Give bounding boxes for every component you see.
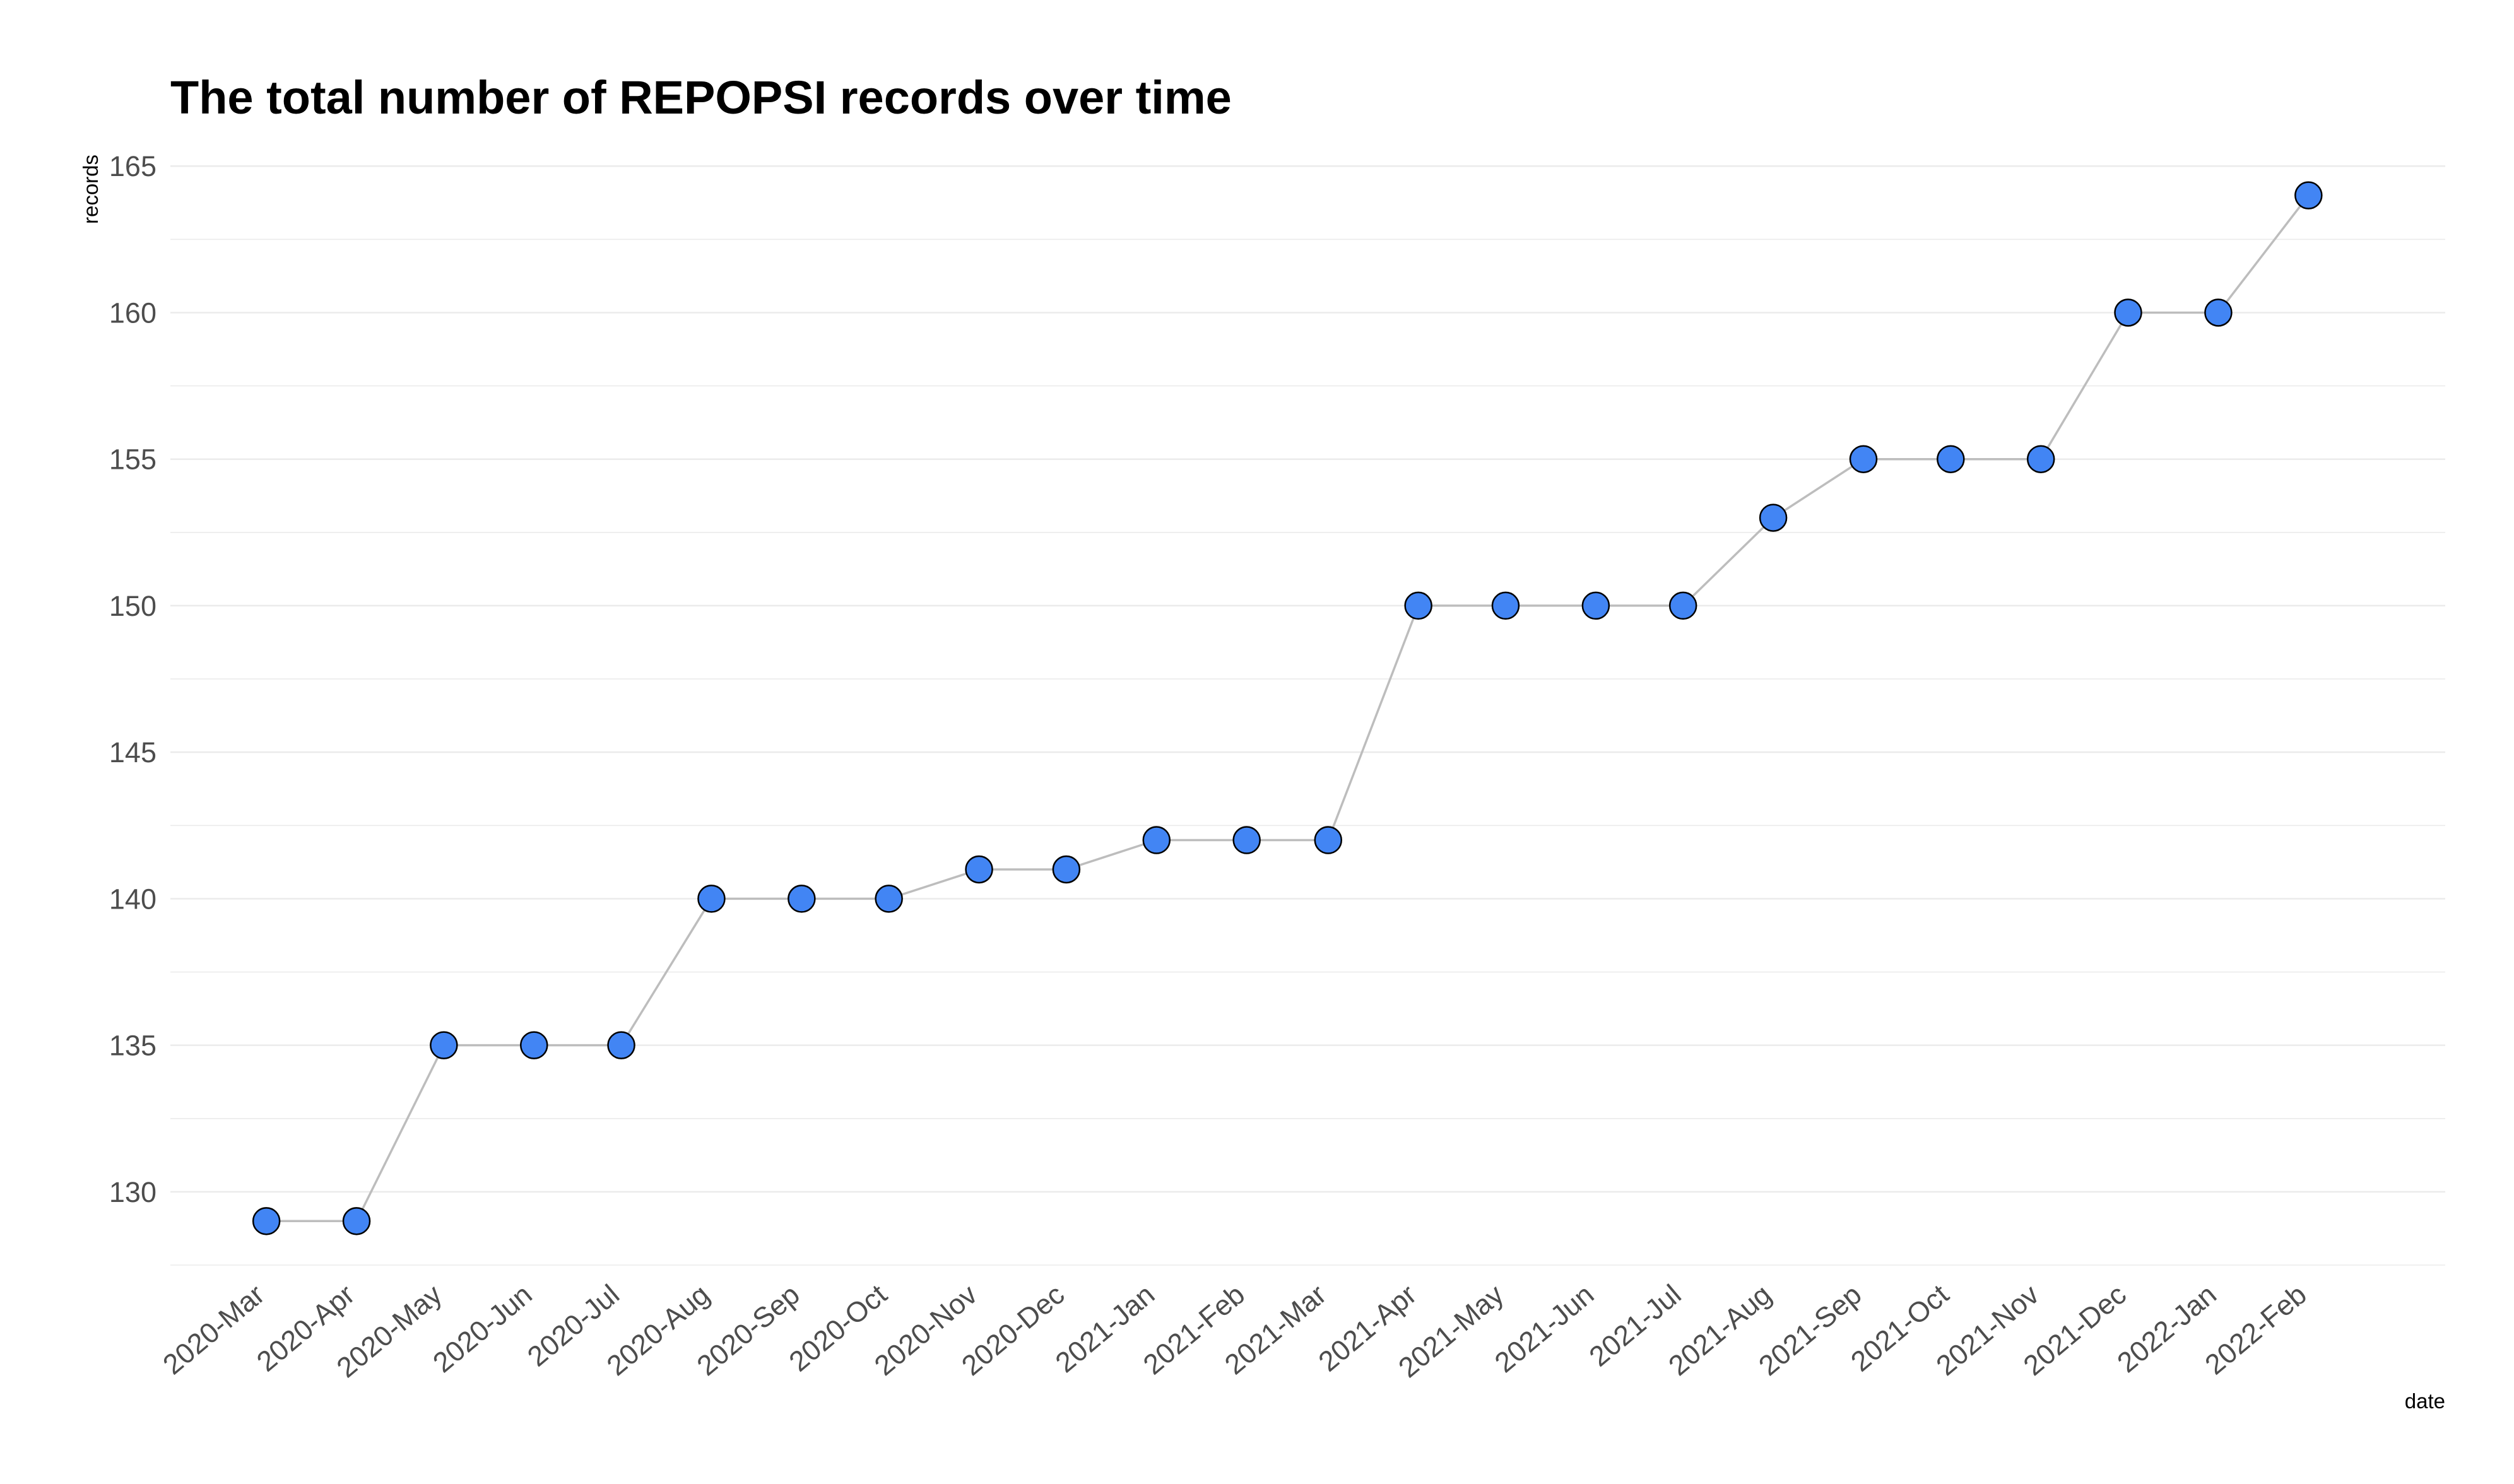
y-tick-label: 130 [109,1176,156,1208]
x-tick-label: 2022-Feb [2198,1278,2312,1381]
y-tick-label: 160 [109,297,156,329]
data-point [1937,445,1965,473]
x-tick-label: 2020-Jun [427,1278,538,1379]
x-tick-label: 2020-Sep [690,1278,805,1382]
x-tick-label: 2020-Mar [156,1278,270,1381]
data-points [252,181,2323,1235]
data-point [1052,855,1081,884]
data-point [1314,826,1343,854]
y-tick-label: 135 [109,1030,156,1062]
x-tick-label: 2021-Sep [1752,1278,1867,1382]
y-axis-title: records [79,155,102,224]
data-point [1668,591,1697,620]
data-point [2294,181,2323,209]
x-axis-title: date [2405,1389,2445,1413]
data-point [1849,445,1878,473]
data-point [1759,504,1788,532]
data-point [1142,826,1171,854]
y-tick-label: 140 [109,883,156,915]
data-point [519,1031,548,1059]
data-point [965,855,993,884]
x-axis-ticks: 2020-Mar2020-Apr2020-May2020-Jun2020-Jul… [156,1278,2313,1384]
data-point [1232,826,1261,854]
data-point [1581,591,1610,620]
data-point [342,1207,371,1235]
data-point [252,1207,281,1235]
data-point [697,885,726,913]
data-point [1491,591,1520,620]
data-point [1404,591,1432,620]
data-point [788,885,816,913]
data-point [607,1031,635,1059]
y-tick-label: 155 [109,444,156,476]
chart-title: The total number of REPOPSI records over… [170,71,1232,124]
data-point [875,885,903,913]
data-point [430,1031,458,1059]
y-tick-label: 165 [109,150,156,182]
y-axis-ticks: 130 135 140 145 150 155 160 165 [109,150,156,1208]
series-line [266,194,2310,1223]
data-point [2026,445,2055,473]
data-point [2114,298,2142,327]
y-tick-label: 150 [109,590,156,622]
y-tick-label: 145 [109,736,156,768]
grid [170,165,2445,1266]
x-tick-label: 2021-Jun [1489,1278,1600,1379]
data-point [2204,298,2233,327]
